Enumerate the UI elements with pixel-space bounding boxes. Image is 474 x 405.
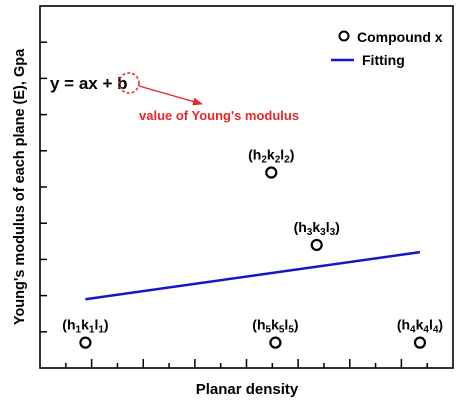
x-axis-ticks bbox=[65, 359, 428, 368]
equation-annotation: y = ax + b value of Young's modulus bbox=[50, 72, 299, 123]
point-label: (h2k2l2) bbox=[248, 147, 294, 166]
data-point bbox=[310, 238, 323, 252]
equation-text: y = ax + b bbox=[50, 74, 128, 93]
annotation-arrow bbox=[138, 85, 203, 106]
legend-marker-compound bbox=[338, 30, 350, 42]
x-axis-label: Planar density bbox=[196, 381, 299, 398]
data-points: (h1k1l1) (h2k2l2) (h3k3l3) (h4k4l4) (h5k5l5) bbox=[62, 147, 443, 349]
point-label: (h4k4l4) bbox=[397, 317, 443, 336]
fitting-line bbox=[85, 250, 421, 301]
point-label: (h3k3l3) bbox=[294, 219, 340, 238]
data-point bbox=[413, 336, 427, 349]
data-point bbox=[265, 166, 278, 179]
point-label: (h1k1l1) bbox=[62, 317, 108, 336]
data-point bbox=[79, 336, 92, 349]
legend-label-compound: Compound x bbox=[357, 29, 443, 45]
point-label: (h5k5l5) bbox=[252, 317, 298, 336]
data-point bbox=[269, 336, 282, 349]
annotation-note: value of Young's modulus bbox=[139, 108, 299, 123]
legend-label-fitting: Fitting bbox=[362, 52, 405, 68]
y-axis-ticks bbox=[40, 41, 47, 333]
y-axis-label: Young's modulus of each plane (E), Gpa bbox=[12, 48, 28, 325]
legend: Compound x Fitting bbox=[331, 29, 443, 68]
b-highlight-circle bbox=[118, 72, 140, 94]
